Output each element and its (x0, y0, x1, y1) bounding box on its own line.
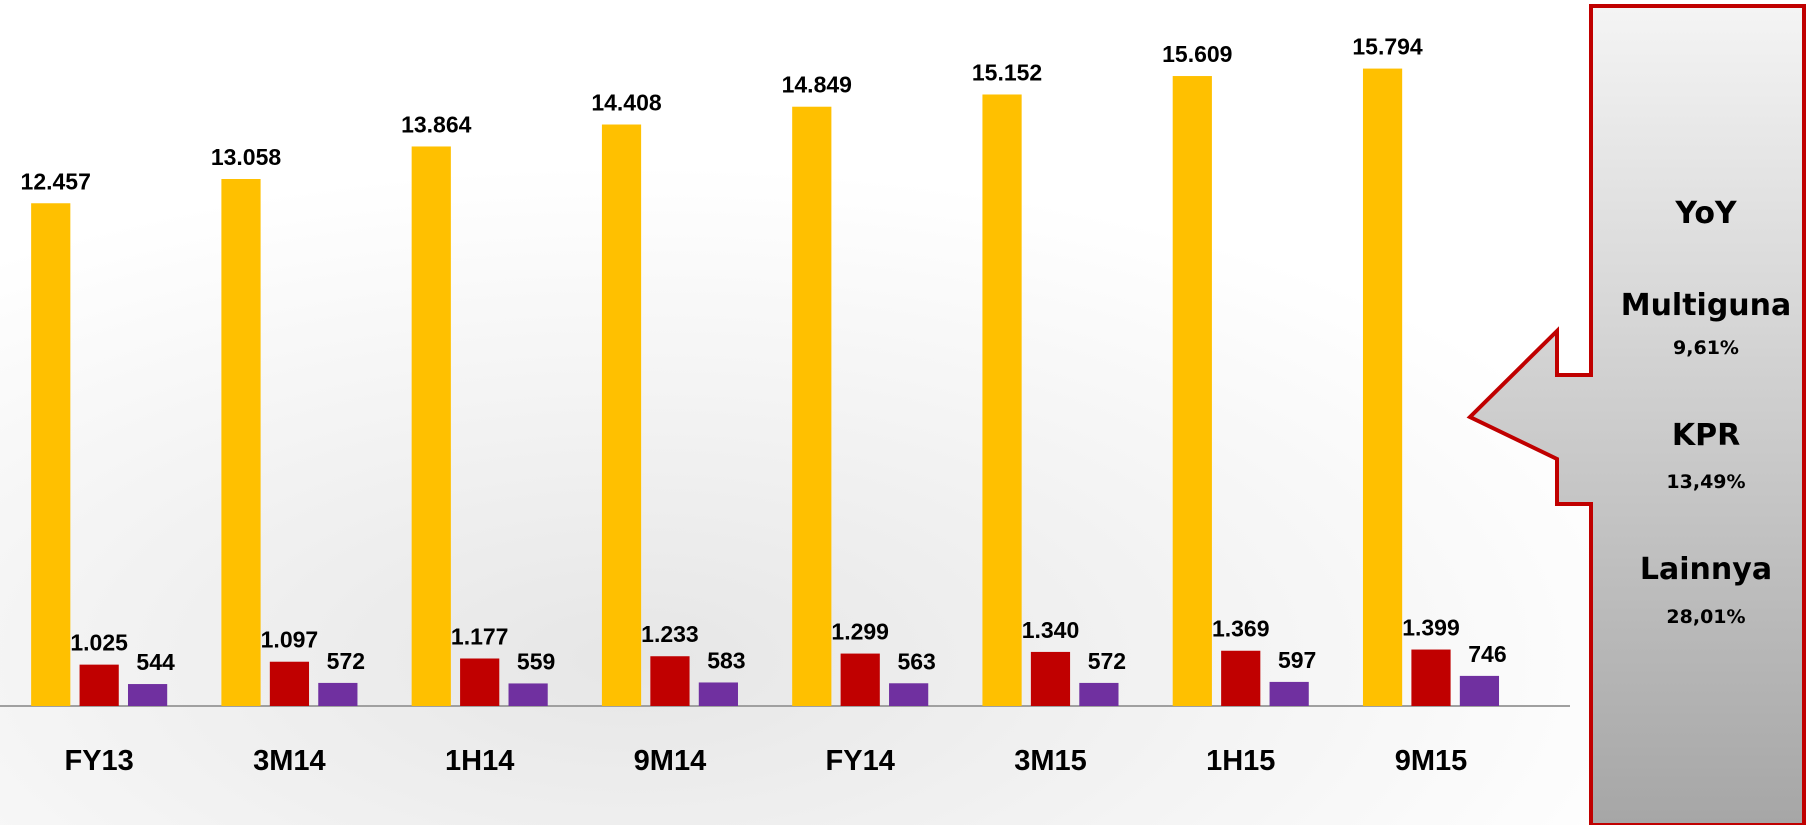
bar (982, 94, 1022, 706)
bar (318, 682, 358, 706)
bar (698, 682, 738, 706)
x-tick-label: 9M14 (634, 745, 707, 777)
bar (840, 653, 880, 706)
bar (792, 106, 832, 707)
bar (31, 203, 71, 707)
bar (601, 124, 642, 707)
data-label: 13.864 (401, 111, 472, 137)
data-label: 1.369 (1212, 616, 1270, 642)
bar (460, 658, 500, 706)
data-label: 544 (136, 649, 175, 675)
data-label: 746 (1468, 641, 1506, 667)
bar (889, 683, 929, 706)
x-tick-label: 1H14 (445, 745, 514, 777)
panel-text: YoY (1674, 196, 1738, 231)
bar (1172, 76, 1212, 706)
bar (127, 684, 168, 706)
data-label: 597 (1278, 647, 1316, 673)
data-label: 563 (897, 648, 935, 674)
bar (650, 656, 690, 706)
bar (269, 661, 310, 706)
data-label: 1.340 (1022, 617, 1080, 643)
data-label: 559 (517, 648, 555, 674)
panel-text: Multiguna (1621, 288, 1792, 323)
bar (1411, 649, 1451, 706)
data-label: 14.408 (591, 90, 662, 116)
bar (1030, 651, 1071, 706)
data-label: 1.177 (451, 623, 509, 649)
data-label: 14.849 (782, 72, 852, 98)
bar (1362, 68, 1403, 706)
data-label: 15.609 (1162, 41, 1232, 67)
data-label: 15.152 (972, 59, 1042, 85)
x-tick-label: 3M14 (253, 745, 326, 777)
bar (508, 683, 548, 706)
data-label: 1.399 (1402, 615, 1460, 641)
data-label: 1.025 (70, 630, 128, 656)
x-tick-label: 1H15 (1206, 745, 1275, 777)
data-label: 1.097 (261, 627, 319, 653)
x-tick-label: 9M15 (1395, 745, 1468, 777)
bar (1269, 681, 1309, 706)
data-label: 572 (1088, 648, 1126, 674)
data-label: 12.457 (21, 168, 91, 194)
x-tick-label: FY14 (826, 745, 895, 777)
side-panel (1466, 4, 1806, 825)
bar (1221, 650, 1261, 706)
data-label: 13.058 (211, 144, 282, 170)
x-tick-label: 3M15 (1014, 745, 1087, 777)
data-label: 15.794 (1352, 34, 1423, 60)
panel-text: 28,01% (1666, 606, 1745, 628)
x-tick-label: FY13 (65, 745, 134, 777)
panel-text: Lainnya (1640, 552, 1772, 587)
data-label: 1.233 (641, 621, 699, 647)
data-label: 583 (707, 647, 745, 673)
panel-text: 13,49% (1666, 471, 1745, 493)
data-label: 572 (327, 648, 365, 674)
bar (411, 146, 451, 707)
bar (221, 178, 261, 706)
panel-text: KPR (1672, 418, 1740, 453)
bar (79, 664, 119, 706)
panel-text: 9,61% (1673, 337, 1739, 359)
data-label: 1.299 (831, 619, 889, 645)
bar (1459, 675, 1500, 706)
bar (1079, 682, 1119, 706)
